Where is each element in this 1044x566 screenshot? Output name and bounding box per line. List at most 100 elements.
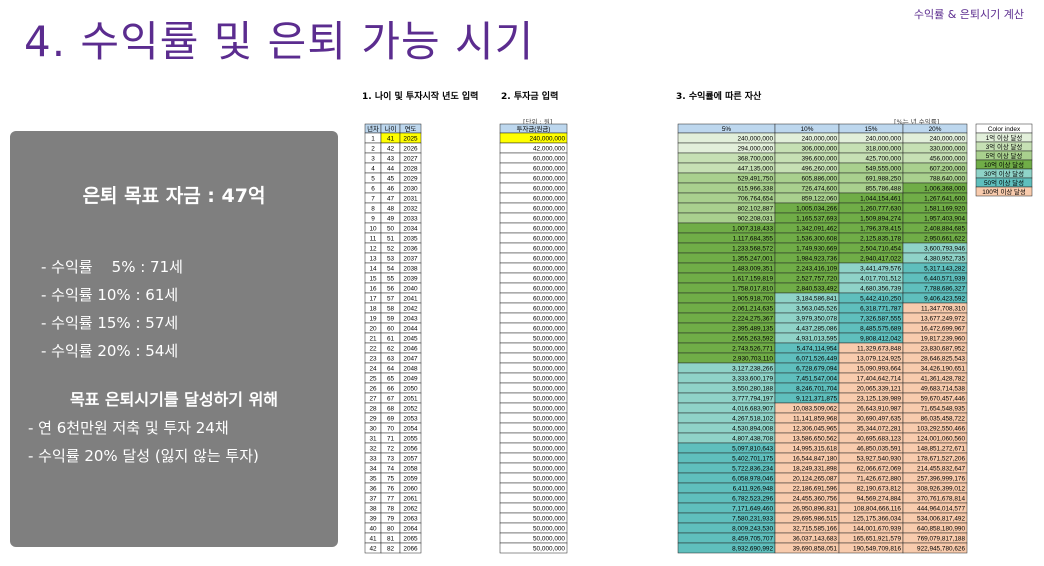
table1-cell-value: 67 [387,396,395,403]
table2-cell-value: 50,000,000 [533,386,565,393]
table1-cell-value: 2029 [403,176,418,183]
table1-cell-value: 33 [369,456,377,463]
table1-cell-value: 2048 [403,366,418,373]
table3-cell-value: 8,459,705,707 [732,536,773,543]
table3-cell-value: 444,964,014,577 [917,506,965,513]
table3-cell-value: 1,617,159,819 [732,276,773,283]
table1-cell-value: 68 [387,406,395,413]
table3-cell-value: 330,000,000 [929,146,965,153]
table2-cell-value: 60,000,000 [533,296,565,303]
table1-cell-value: 2053 [403,416,418,423]
table3-cell-value: 1,749,930,669 [796,246,837,253]
table3-cell-value: 103,292,550,466 [917,426,965,433]
table3-cell-value: 240,000,000 [865,136,901,143]
legend-item-label: 50억 이상 달성 [984,178,1024,187]
table2-cell-value: 50,000,000 [533,416,565,423]
table3-cell-value: 41,361,428,782 [921,376,966,383]
rate-line-20: - 수익률 20% : 54세 [41,342,179,360]
table2-cell-value: 60,000,000 [533,276,565,283]
table1-cell-value: 16 [369,286,377,293]
legend-item-label: 5억 이상 달성 [986,151,1023,160]
table1-cell-value: 2049 [403,376,418,383]
table1-cell-value: 2042 [403,306,418,313]
table1-cell-value: 38 [369,506,377,513]
table2-cell-value: 50,000,000 [533,336,565,343]
table1-cell-value: 71 [387,436,395,443]
table3-cell-value: 240,000,000 [737,136,773,143]
table3-cell-value: 6,318,771,787 [860,306,901,313]
table3-cell-value: 1,957,403,904 [924,216,965,223]
table3-cell-value: 6,782,523,296 [732,496,773,503]
table3-cell-value: 94,569,274,884 [857,496,902,503]
table1-cell-value: 2065 [403,536,418,543]
table1-cell-value: 3 [371,156,375,163]
legend-item-label: 30억 이상 달성 [984,169,1024,178]
table3-cell-value: 2,565,263,592 [732,336,773,343]
table2-cell-value: 60,000,000 [533,326,565,333]
table1-cell-value: 72 [387,446,395,453]
table3-cell-value: 39,690,858,051 [793,546,838,553]
table2-cell [499,542,568,554]
table3-cell-value: 3,600,793,946 [924,246,965,253]
table2-header-label: 투자금(원금) [517,124,551,133]
table3-cell-value: 306,000,000 [801,146,837,153]
table1-cell-value: 19 [369,316,377,323]
table2-cell-value: 50,000,000 [533,366,565,373]
table1-cell-value: 41 [387,136,395,143]
table3-cell-value: 1,509,894,274 [860,216,901,223]
table3-cell-value: 456,000,000 [929,156,965,163]
table1-cell-value: 63 [387,356,395,363]
table1-cell-value: 56 [387,286,395,293]
table3-cell-value: 165,651,921,579 [853,536,901,543]
table1-cell-value: 17 [369,296,377,303]
table1-cell-value: 2056 [403,446,418,453]
table1-cell-value: 2046 [403,346,418,353]
table3-cell-value: 6,411,926,948 [733,486,774,493]
table3-cell-value: 23,830,687,952 [921,346,966,353]
table1-header-label: 년차 [367,124,379,133]
table2-cell-value: 50,000,000 [533,466,565,473]
table3-cell-value: 706,764,654 [737,196,773,203]
table3-cell-value: 605,886,000 [801,176,837,183]
table1-cell-value: 23 [369,356,377,363]
table2-cell-value: 60,000,000 [533,196,565,203]
legend-header-label: Color index [988,126,1021,133]
table1-cell-value: 15 [369,276,377,283]
table1-cell-value: 36 [369,486,377,493]
table3-cell-value: 425,700,000 [865,156,901,163]
table2-cell-value: 50,000,000 [533,536,565,543]
table1-header-label: 나이 [385,124,397,133]
slide-subtitle: 수익률 & 은퇴시기 계산 [913,8,1024,21]
rate-line-5: - 수익률 5% : 71세 [41,258,183,276]
table3-cell-value: 368,700,000 [737,156,773,163]
table3-cell-value: 447,135,000 [737,166,773,173]
table3-cell-value: 4,267,518,102 [732,416,773,423]
table3-cell-value: 82,190,673,812 [857,486,902,493]
table2-cell-value: 60,000,000 [533,286,565,293]
table3-cell-value: 1,117,684,355 [733,236,774,243]
table3-cell-value: 6,440,571,939 [924,276,965,283]
table1-cell-value: 50 [387,226,395,233]
table2-cell-value: 50,000,000 [533,436,565,443]
table1-cell-value: 74 [387,466,395,473]
table2-cell-value: 50,000,000 [533,426,565,433]
table3-cell-value: 22,186,691,596 [793,486,838,493]
table1-cell-value: 78 [387,506,395,513]
section-age-input: 1. 나이 및 투자시작 년도 입력 [362,92,479,102]
table1-header-label: 연도 [405,125,417,133]
table1-cell-value: 2052 [403,406,418,413]
summary-panel: 은퇴 목표 자금 : 47억 - 수익률 5% : 71세 - 수익률 10% … [10,131,338,547]
table3-cell-value: 1,905,918,700 [732,296,773,303]
table3-cell-value: 788,640,000 [929,176,965,183]
table3-cell-value: 7,788,686,327 [924,286,965,293]
table2-cell-value: 60,000,000 [533,156,565,163]
table3-cell-value: 240,000,000 [801,136,837,143]
table1-cell-value: 1 [371,136,375,143]
table3-cell-value: 26,950,896,831 [793,506,838,513]
table1-cell-value: 2032 [403,206,418,213]
table3-cell-value: 2,395,489,135 [732,326,773,333]
table3-cell-value: 370,761,678,814 [917,496,965,503]
table3-cell-value: 802,102,887 [737,206,773,213]
table3-cell-value: 34,426,190,651 [921,366,966,373]
